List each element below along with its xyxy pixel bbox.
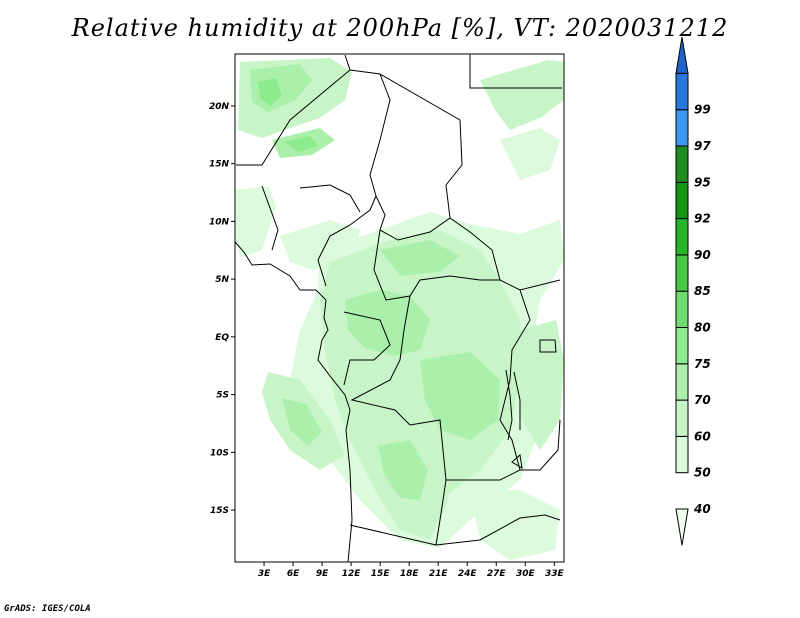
- credit-label: GrADS: IGES/COLA: [4, 604, 91, 614]
- humidity-area: [236, 186, 276, 258]
- country-borders: [235, 54, 562, 562]
- lon-tick-label: 15E: [371, 569, 391, 579]
- colorbar-segment: [675, 145, 689, 183]
- colorbar-label: 90: [694, 248, 711, 262]
- humidity-area: [285, 136, 318, 152]
- border: [261, 185, 279, 251]
- border: [373, 229, 500, 301]
- colorbar-label: 85: [694, 284, 711, 298]
- lat-tick-label: 15N: [209, 160, 230, 170]
- lon-tick-label: 27E: [487, 569, 507, 579]
- colorbar-segment: [675, 181, 689, 220]
- lon-tick-label: 12E: [342, 569, 362, 579]
- humidity-area: [480, 60, 564, 130]
- lake: [511, 454, 523, 469]
- humidity-area: [500, 128, 560, 180]
- colorbar-label: 97: [694, 139, 711, 153]
- lake: [513, 371, 521, 430]
- lon-tick-label: 18E: [400, 569, 420, 579]
- humidity-area: [380, 240, 460, 276]
- border: [236, 54, 351, 166]
- humidity-area: [420, 352, 500, 440]
- lon-tick-label: 9E: [316, 569, 329, 579]
- colorbar-segment: [675, 254, 689, 292]
- humidity-area: [345, 290, 430, 356]
- colorbar-label: 50: [694, 466, 711, 480]
- colorbar-segment: [675, 109, 689, 147]
- border: [350, 295, 447, 481]
- border: [349, 524, 437, 546]
- lake: [539, 339, 557, 353]
- colorbar-label: 92: [694, 212, 711, 226]
- humidity-area: [258, 78, 282, 106]
- colorbar-label: 80: [694, 321, 711, 335]
- lat-tick-label: 20N: [209, 102, 230, 112]
- lon-tick-label: 3E: [258, 569, 271, 579]
- humidity-area: [378, 440, 428, 500]
- colorbar-segment: [675, 72, 689, 111]
- colorbar-segment: [675, 508, 689, 546]
- lat-tick-label: 10N: [209, 217, 230, 227]
- border: [520, 419, 561, 471]
- colorbar-segment: [675, 399, 689, 437]
- lat-tick-label: EQ: [215, 333, 229, 343]
- lat-tick-label: 15S: [210, 506, 229, 516]
- lon-tick-label: 21E: [429, 569, 449, 579]
- humidity-area: [470, 490, 560, 560]
- border: [299, 184, 361, 213]
- colorbar-label: 99: [694, 103, 711, 117]
- lon-tick-label: 24E: [458, 569, 478, 579]
- lon-tick-label: 6E: [287, 569, 300, 579]
- border: [343, 311, 391, 386]
- border: [435, 289, 531, 546]
- colorbar-segment: [675, 218, 689, 256]
- border: [435, 514, 561, 546]
- lat-tick-label: 10S: [210, 448, 229, 458]
- colorbar-label: 40: [693, 502, 711, 516]
- colorbar-label: 70: [694, 393, 711, 407]
- colorbar: 40 50 60 70 75 80 85 90 92 95 97 99: [675, 37, 711, 546]
- humidity-field: [236, 58, 564, 560]
- colorbar-segment: [675, 435, 689, 474]
- axis-ticks: 20N 15N 10N 5N EQ 5S 10S 15S 3E 6E 9E 12E 15E 18E 21E 2…: [209, 102, 565, 579]
- lake: [505, 369, 513, 441]
- colorbar-segment: [675, 327, 689, 365]
- colorbar-segment: [675, 363, 689, 401]
- border: [317, 195, 377, 287]
- border: [379, 73, 463, 219]
- border: [349, 69, 391, 197]
- lon-tick-label: 30E: [516, 569, 536, 579]
- map-frame: [234, 53, 565, 563]
- chart-title: Relative humidity at 200hPa [%], VT: 202…: [71, 14, 729, 42]
- lat-tick-label: 5S: [216, 391, 229, 401]
- lon-tick-label: 33E: [545, 569, 565, 579]
- lat-tick-label: 5N: [215, 275, 229, 285]
- humidity-area: [282, 398, 322, 446]
- colorbar-segment: [675, 37, 689, 74]
- border: [375, 195, 561, 291]
- colorbar-label: 75: [694, 357, 711, 371]
- border: [469, 54, 562, 89]
- colorbar-segment: [675, 290, 689, 329]
- coastline: [235, 241, 353, 562]
- colorbar-label: 60: [694, 429, 711, 443]
- colorbar-label: 95: [694, 175, 711, 189]
